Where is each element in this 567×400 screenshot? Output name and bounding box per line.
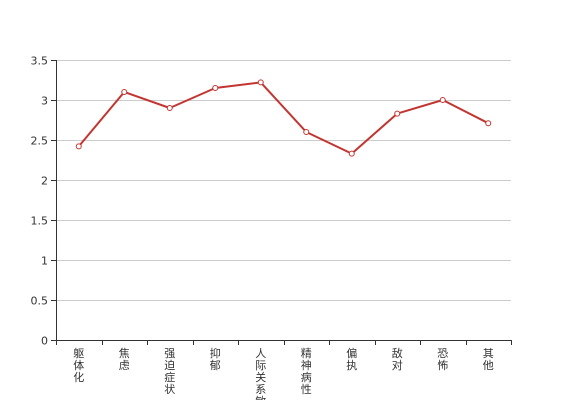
data-point[interactable] <box>348 150 355 157</box>
data-point[interactable] <box>303 129 310 135</box>
y-tick-label: 1 <box>41 255 48 268</box>
y-tick-labels: 0 0.5 1 1.5 2 2.5 3 3.5 <box>31 55 49 348</box>
data-point[interactable] <box>75 143 82 150</box>
data-point[interactable] <box>166 105 173 111</box>
series-line <box>77 81 489 155</box>
data-point[interactable] <box>394 110 401 117</box>
y-tick-label: 2 <box>41 175 48 188</box>
y-tick-label: 3 <box>41 95 48 108</box>
axes <box>51 60 512 345</box>
y-tick-label: 2.5 <box>31 135 49 148</box>
x-category-label: 偏执 <box>346 346 357 372</box>
data-point[interactable] <box>121 89 128 95</box>
x-category-label: 强迫症状 <box>164 347 175 396</box>
grid-lines <box>56 60 511 301</box>
y-tick-label: 1.5 <box>31 215 49 228</box>
data-point[interactable] <box>257 79 264 86</box>
y-tick-label: 0.5 <box>31 295 49 308</box>
x-category-label: 抑郁 <box>210 346 221 372</box>
x-category-label: 恐怖 <box>437 347 448 372</box>
data-point[interactable] <box>212 85 219 91</box>
data-point[interactable] <box>439 97 446 103</box>
data-point[interactable] <box>485 120 492 127</box>
x-tick-labels: 躯体化 焦虑 强迫症状 抑郁 人际关系敏感 精神病性 偏执 敌对 恐怖 其他 <box>73 346 494 400</box>
x-category-label: 其他 <box>483 347 494 372</box>
x-category-label: 焦虑 <box>119 347 130 372</box>
x-category-label: 躯体化 <box>73 347 84 384</box>
y-tick-label: 3.5 <box>31 55 49 68</box>
y-tick-label: 0 <box>41 335 48 348</box>
x-category-label: 精神病性 <box>301 347 312 396</box>
x-category-label: 人际关系敏感 <box>255 347 266 400</box>
x-category-label: 敌对 <box>392 346 403 372</box>
data-series <box>75 79 492 157</box>
